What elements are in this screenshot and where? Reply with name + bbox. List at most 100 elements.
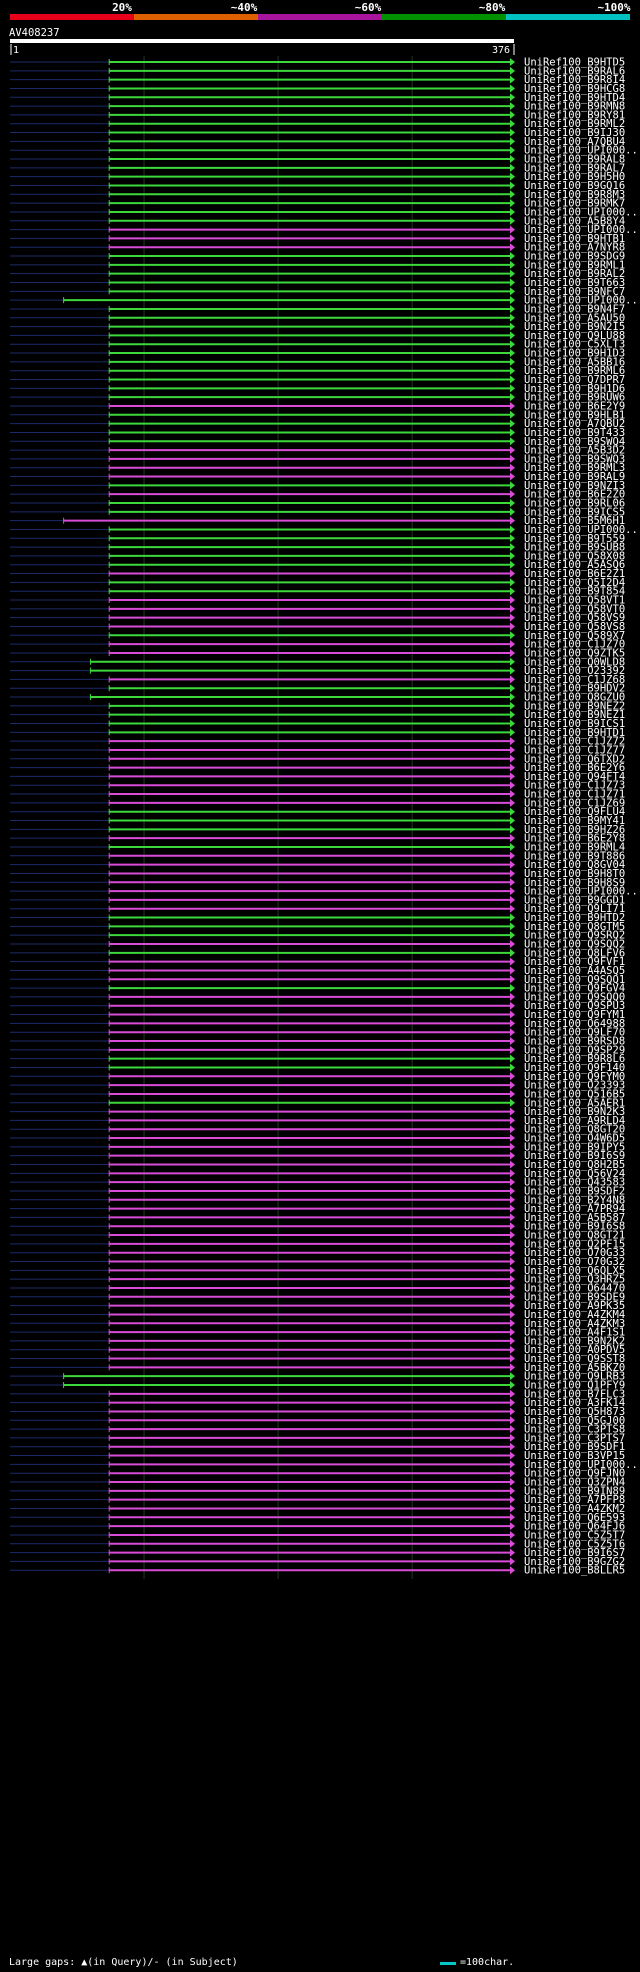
hit-row[interactable]: UniRef100_O23393 (10, 1080, 625, 1092)
hit-label[interactable]: UniRef100_A7QBU4 (524, 136, 625, 148)
hit-row[interactable]: UniRef100_B9I6S8 (10, 1221, 625, 1233)
hit-row[interactable]: UniRef100_C3PTS8 (10, 1424, 625, 1436)
hit-row[interactable]: UniRef100_B9NEZ1 (10, 709, 625, 721)
hit-row[interactable]: UniRef100_B9H8S9 (10, 877, 625, 889)
hit-row[interactable]: UniRef100_B9RMN8 (10, 101, 625, 113)
hit-label[interactable]: UniRef100_B9RSD8 (524, 1036, 625, 1048)
hit-row[interactable]: UniRef100_C1JZ73 (10, 780, 625, 792)
hit-row[interactable]: UniRef100_Q9FGV4 (10, 983, 625, 995)
hit-row[interactable]: UniRef100_B7FLC3 (10, 1388, 625, 1400)
hit-row[interactable]: UniRef100_C5Z5T7 (10, 1529, 625, 1541)
hit-label[interactable]: UniRef100_B9RMN8 (524, 101, 625, 113)
hit-row[interactable]: UniRef100_B9SDF1 (10, 1441, 625, 1453)
hit-label[interactable]: UniRef100_O64988 (524, 1018, 625, 1030)
hit-label[interactable]: UniRef100_B6E2Z0 (524, 489, 625, 501)
hit-row[interactable]: UniRef100_B9MY41 (10, 815, 625, 827)
hit-row[interactable]: UniRef100_B9NFC7 (10, 286, 625, 298)
hit-row[interactable]: UniRef100_B9I6S9 (10, 1150, 625, 1162)
hit-row[interactable]: UniRef100_Q3HRZ5 (10, 1274, 625, 1286)
hit-label[interactable]: UniRef100_Q9FLU4 (524, 806, 625, 818)
hit-row[interactable]: UniRef100_Q8GT21 (10, 1230, 625, 1242)
hit-label[interactable]: UniRef100_UPI000.. (524, 295, 638, 307)
hit-row[interactable]: UniRef100_A5B587 (10, 1212, 625, 1224)
hit-row[interactable]: UniRef100_O23392 (10, 665, 625, 677)
hit-label[interactable]: UniRef100_A3FK14 (524, 1397, 625, 1409)
hit-row[interactable]: UniRef100_B9R8M3 (10, 189, 625, 201)
hit-row[interactable]: UniRef100_B9RL06 (10, 498, 625, 510)
hit-row[interactable]: UniRef100_B6E2Z1 (10, 568, 625, 580)
hit-row[interactable]: UniRef100_UPI000.. (10, 206, 638, 218)
hit-label[interactable]: UniRef100_B9GQ16 (524, 180, 625, 192)
hit-label[interactable]: UniRef100_B9HTD2 (524, 912, 625, 924)
hit-row[interactable]: UniRef100_UPI000.. (10, 145, 638, 157)
hit-label[interactable]: UniRef100_B9IN89 (524, 1485, 625, 1497)
hit-label[interactable]: UniRef100_Q6QLX5 (524, 1265, 625, 1277)
hit-label[interactable]: UniRef100_UPI000.. (524, 524, 638, 536)
hit-label[interactable]: UniRef100_B8LLR5 (524, 1565, 625, 1577)
hit-row[interactable]: UniRef100_O64470 (10, 1282, 625, 1294)
hit-label[interactable]: UniRef100_B9HTD5 (524, 57, 625, 69)
hit-label[interactable]: UniRef100_Q9FVF1 (524, 956, 625, 968)
hit-label[interactable]: UniRef100_C1JZ73 (524, 780, 625, 792)
hit-label[interactable]: UniRef100_B9RMK7 (524, 198, 625, 210)
hit-row[interactable]: UniRef100_B9RUW6 (10, 392, 625, 404)
hit-row[interactable]: UniRef100_A4F1S1 (10, 1327, 625, 1339)
hit-label[interactable]: UniRef100_O64470 (524, 1282, 625, 1294)
hit-label[interactable]: UniRef100_A4ZKM3 (524, 1318, 625, 1330)
hit-row[interactable]: UniRef100_B9SDF2 (10, 1185, 625, 1197)
hit-row[interactable]: UniRef100_O70G33 (10, 1247, 625, 1259)
hit-row[interactable]: UniRef100_B9RSD8 (10, 1036, 625, 1048)
hit-label[interactable]: UniRef100_Q9SRQ2 (524, 930, 625, 942)
hit-label[interactable]: UniRef100_A5AU50 (524, 312, 625, 324)
hit-label[interactable]: UniRef100_B9T433 (524, 427, 625, 439)
hit-label[interactable]: UniRef100_B9H1D3 (524, 348, 625, 360)
hit-row[interactable]: UniRef100_B9N2I5 (10, 321, 625, 333)
hit-row[interactable]: UniRef100_B3VP15 (10, 1450, 625, 1462)
hit-row[interactable]: UniRef100_C1JZ71 (10, 789, 625, 801)
hit-row[interactable]: UniRef100_B9RAL2 (10, 268, 625, 280)
hit-label[interactable]: UniRef100_B9RML4 (524, 841, 625, 853)
hit-label[interactable]: UniRef100_B9I6S7 (524, 1547, 625, 1559)
hit-label[interactable]: UniRef100_B9ICS1 (524, 718, 625, 730)
hit-label[interactable]: UniRef100_Q9FGV4 (524, 983, 625, 995)
hit-row[interactable]: UniRef100_Q0WLD8 (10, 656, 625, 668)
hit-label[interactable]: UniRef100_A9RLD4 (524, 1115, 625, 1127)
hit-label[interactable]: UniRef100_B9GGD1 (524, 894, 625, 906)
hit-row[interactable]: UniRef100_Q6TXD2 (10, 753, 625, 765)
hit-row[interactable]: UniRef100_A4ZKM2 (10, 1503, 625, 1515)
hit-label[interactable]: UniRef100_B9SUB8 (524, 542, 625, 554)
hit-label[interactable]: UniRef100_C1JZ70 (524, 639, 625, 651)
hit-row[interactable]: UniRef100_Q2PF15 (10, 1238, 625, 1250)
hit-label[interactable]: UniRef100_B9NEZ2 (524, 700, 625, 712)
hit-row[interactable]: UniRef100_Q1PFY9 (10, 1380, 625, 1392)
hit-row[interactable]: UniRef100_UPI000.. (10, 1459, 638, 1471)
hit-label[interactable]: UniRef100_Q8GT21 (524, 1230, 625, 1242)
hit-label[interactable]: UniRef100_B9HTD1 (524, 727, 625, 739)
hit-label[interactable]: UniRef100_B9SDG9 (524, 251, 625, 263)
hit-row[interactable]: UniRef100_B9GQ16 (10, 180, 625, 192)
hit-row[interactable]: UniRef100_Q9SQQ0 (10, 991, 625, 1003)
hit-label[interactable]: UniRef100_B2Y4N8 (524, 1194, 625, 1206)
hit-row[interactable]: UniRef100_B9RAL6 (10, 65, 625, 77)
hit-label[interactable]: UniRef100_C1JZ69 (524, 797, 625, 809)
hit-label[interactable]: UniRef100_B9RML2 (524, 118, 625, 130)
hit-label[interactable]: UniRef100_B9RML1 (524, 259, 625, 271)
hit-row[interactable]: UniRef100_C1JZ77 (10, 744, 625, 756)
hit-label[interactable]: UniRef100_B9SWQ3 (524, 453, 625, 465)
hit-label[interactable]: UniRef100_Q9SP29 (524, 1044, 625, 1056)
hit-row[interactable]: UniRef100_B6E2Y8 (10, 833, 625, 845)
hit-row[interactable]: UniRef100_C5Z5T6 (10, 1538, 625, 1550)
hit-row[interactable]: UniRef100_Q64FJ6 (10, 1521, 625, 1533)
hit-row[interactable]: UniRef100_UPI000.. (10, 224, 638, 236)
hit-row[interactable]: UniRef100_A7QBU4 (10, 136, 625, 148)
hit-label[interactable]: UniRef100_A5BKZ0 (524, 1362, 625, 1374)
hit-label[interactable]: UniRef100_Q6E593 (524, 1512, 625, 1524)
hit-label[interactable]: UniRef100_B9HTB1 (524, 233, 625, 245)
hit-label[interactable]: UniRef100_B9H8T0 (524, 868, 625, 880)
hit-row[interactable]: UniRef100_A9PK35 (10, 1300, 625, 1312)
hit-label[interactable]: UniRef100_Q43583 (524, 1177, 625, 1189)
hit-label[interactable]: UniRef100_B9HDV2 (524, 683, 625, 695)
hit-row[interactable]: UniRef100_O4W6D5 (10, 1133, 625, 1145)
hit-row[interactable]: UniRef100_B9RML6 (10, 365, 625, 377)
hit-row[interactable]: UniRef100_Q3ZPN4 (10, 1477, 625, 1489)
